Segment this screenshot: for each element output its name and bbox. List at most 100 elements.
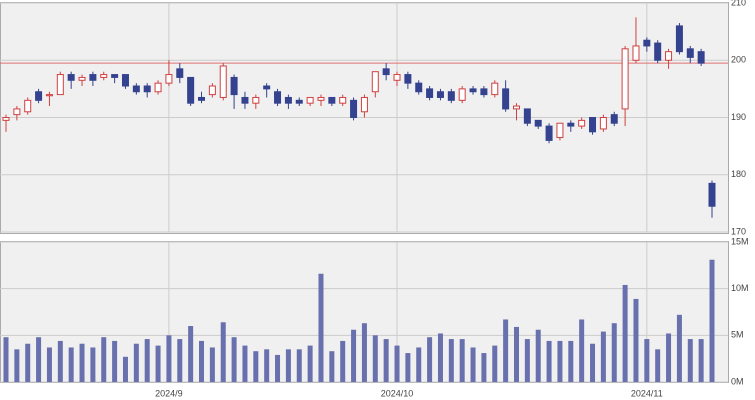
candle-body [512, 105, 520, 110]
volume-bar [676, 314, 682, 382]
candle-body [121, 74, 129, 87]
y-tick-label: 5M [731, 330, 744, 340]
x-tick-label: 2024/9 [155, 388, 183, 398]
volume-bar [318, 273, 324, 382]
volume-bar [209, 347, 215, 382]
volume-bar [307, 345, 313, 382]
candle-body [111, 74, 119, 78]
candle-body [35, 91, 43, 101]
candle-body [154, 82, 162, 93]
volume-bar [90, 347, 96, 382]
volume-bar [329, 351, 335, 382]
volume-bar [427, 337, 433, 382]
candle-body [143, 85, 151, 93]
volume-bar [296, 349, 302, 382]
candle-body [241, 96, 249, 104]
candle-body [176, 68, 184, 78]
volume-bar [285, 349, 291, 382]
volume-bar [437, 333, 443, 382]
volume-bar [340, 340, 346, 382]
candle-body [567, 122, 575, 127]
volume-bar [459, 339, 465, 382]
candle-body [67, 74, 75, 81]
volume-bar [242, 345, 248, 382]
candle-body [274, 91, 282, 104]
candle-body [165, 74, 173, 84]
volume-bar [416, 347, 422, 382]
candle-body [589, 117, 597, 133]
candle-body [306, 96, 314, 104]
volume-bar [112, 340, 118, 382]
candle-body [263, 85, 271, 90]
volume-bar [557, 340, 563, 382]
candle-body [284, 96, 292, 104]
candle-body [415, 82, 423, 93]
volume-bar [177, 339, 183, 382]
candle-body [545, 125, 553, 141]
volume-bar [166, 335, 172, 382]
volume-bar [383, 339, 389, 382]
volume-bar [405, 353, 411, 382]
candle-body [371, 71, 379, 93]
candle-body [599, 117, 607, 130]
candle-body [78, 76, 86, 81]
volume-bar [188, 326, 194, 382]
volume-bar [351, 329, 357, 382]
volume-bar [579, 319, 585, 382]
volume-bar [687, 339, 693, 382]
candle-body [24, 99, 32, 113]
candle-body [56, 74, 64, 96]
y-tick-label: 180 [731, 169, 746, 179]
volume-bar [68, 347, 74, 382]
volume-bar [513, 326, 519, 382]
volume-bar [361, 323, 367, 382]
candle-body [404, 74, 412, 84]
x-tick-label: 2024/11 [631, 388, 663, 398]
volume-bar [3, 337, 9, 382]
volume-bar [709, 259, 715, 382]
candle-body [436, 91, 444, 98]
candle-body [578, 119, 586, 127]
candle-body [610, 114, 618, 124]
volume-bar [394, 345, 400, 382]
candle-body [556, 122, 564, 139]
candle-body [480, 88, 488, 96]
volume-bar [36, 337, 42, 382]
volume-bar [25, 343, 31, 382]
candle-body [230, 76, 238, 96]
candle-body [458, 88, 466, 101]
volume-bar [14, 349, 20, 382]
volume-bar [57, 340, 63, 382]
volume-bar [524, 339, 530, 382]
candle-body [654, 42, 662, 61]
volume-bar [264, 349, 270, 382]
candle-body [295, 99, 303, 104]
volume-bar [199, 340, 205, 382]
volume-bar [144, 339, 150, 382]
candle-body [632, 45, 640, 61]
candle-body [523, 108, 531, 124]
candle-body [675, 25, 683, 53]
candle-body [665, 51, 673, 61]
y-tick-label: 0M [731, 376, 744, 386]
y-tick-label: 10M [731, 283, 749, 293]
volume-bar [503, 319, 509, 382]
volume-bar [448, 339, 454, 382]
volume-bar [600, 331, 606, 382]
candle-body [643, 39, 651, 47]
volume-bar [698, 339, 704, 382]
candle-body [502, 88, 510, 110]
volume-bar [101, 337, 107, 382]
volume-bar [568, 340, 574, 382]
y-tick-label: 210 [731, 0, 746, 7]
candle-body [45, 94, 53, 97]
volume-bar [622, 284, 628, 382]
candle-body [219, 65, 227, 98]
candle-body [317, 96, 325, 101]
candle-body [469, 88, 477, 93]
candle-body [708, 182, 716, 207]
candle-body [382, 68, 390, 76]
volume-bar [655, 349, 661, 382]
y-tick-label: 170 [731, 226, 746, 236]
